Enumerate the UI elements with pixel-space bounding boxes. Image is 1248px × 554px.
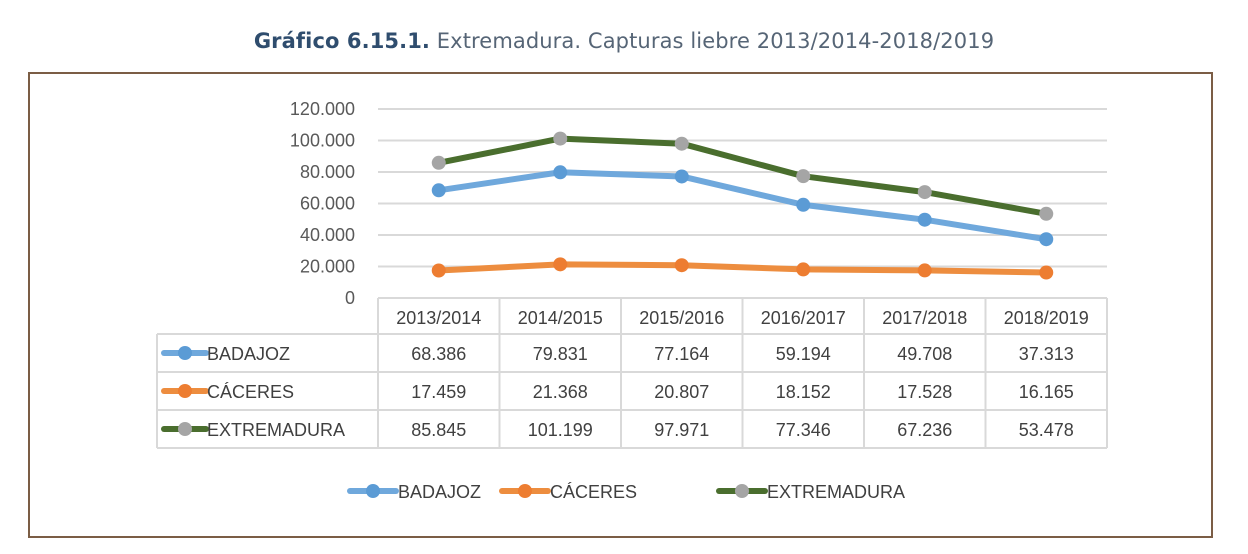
data-point	[796, 197, 811, 212]
chart-frame	[28, 72, 1213, 538]
data-point	[431, 183, 446, 198]
chart-title-text: Extremadura. Capturas liebre 2013/2014-2…	[436, 29, 995, 53]
data-point	[917, 185, 932, 200]
data-point	[1039, 206, 1054, 221]
legend-marker	[366, 484, 380, 498]
data-point	[553, 131, 568, 146]
x-category-label: 2016/2017	[761, 308, 846, 328]
y-tick-label: 40.000	[300, 225, 355, 245]
data-point	[674, 169, 689, 184]
legend: BADAJOZ CÁCERES EXTREMADURA	[347, 482, 905, 502]
legend-label: CÁCERES	[550, 482, 637, 502]
series-markers	[431, 131, 1054, 280]
data-point	[431, 263, 446, 278]
y-tick-label: 120.000	[290, 99, 355, 119]
x-category-label: 2014/2015	[518, 308, 603, 328]
legend-marker	[735, 484, 749, 498]
table-cell: 67.236	[897, 420, 952, 440]
row-legend-marker	[178, 422, 192, 436]
y-axis-ticks: 0 20.000 40.000 60.000 80.000 100.000 120.000	[290, 99, 355, 308]
data-table: 2013/2014 2014/2015 2015/2016 2016/2017 2017…	[156, 297, 1108, 449]
series-line-cáceres	[435, 261, 1050, 276]
y-tick-label: 20.000	[300, 257, 355, 277]
table-cell: 16.165	[1019, 382, 1074, 402]
table-cell: 20.807	[654, 382, 709, 402]
data-point	[796, 169, 811, 184]
y-tick-label: 80.000	[300, 162, 355, 182]
x-category-label: 2018/2019	[1004, 308, 1089, 328]
legend-marker	[518, 484, 532, 498]
row-legend-marker	[178, 346, 192, 360]
table-cell: 77.164	[654, 344, 709, 364]
row-legend-marker	[178, 384, 192, 398]
data-point	[674, 136, 689, 151]
y-tick-label: 0	[345, 288, 355, 308]
chart-title: Gráfico 6.15.1. Extremadura. Capturas li…	[0, 29, 1248, 53]
table-cell: 49.708	[897, 344, 952, 364]
table-cell: 18.152	[776, 382, 831, 402]
data-point	[1039, 265, 1054, 280]
table-cell: 21.368	[533, 382, 588, 402]
table-cell: 53.478	[1019, 420, 1074, 440]
table-cell: 101.199	[528, 420, 593, 440]
data-point	[553, 165, 568, 180]
table-cell: 77.346	[776, 420, 831, 440]
table-cell: 17.459	[411, 382, 466, 402]
row-series-label: BADAJOZ	[207, 344, 290, 364]
table-cell: 37.313	[1019, 344, 1074, 364]
row-series-label: CÁCERES	[207, 382, 294, 402]
y-tick-label: 60.000	[300, 194, 355, 214]
chart-title-number: Gráfico 6.15.1.	[253, 29, 431, 53]
table-cell: 68.386	[411, 344, 466, 364]
x-category-label: 2017/2018	[882, 308, 967, 328]
table-cell: 97.971	[654, 420, 709, 440]
series-line-badajoz	[435, 169, 1050, 243]
x-category-label: 2013/2014	[396, 308, 481, 328]
data-point	[431, 155, 446, 170]
row-series-label: EXTREMADURA	[207, 420, 345, 440]
series-lines	[435, 135, 1050, 276]
table-cell: 17.528	[897, 382, 952, 402]
data-point	[674, 258, 689, 273]
table-cell: 85.845	[411, 420, 466, 440]
y-tick-label: 100.000	[290, 131, 355, 151]
table-cell: 59.194	[776, 344, 831, 364]
data-point	[1039, 232, 1054, 247]
legend-label: BADAJOZ	[398, 482, 481, 502]
data-point	[917, 263, 932, 278]
data-point	[917, 212, 932, 227]
table-cell: 79.831	[533, 344, 588, 364]
data-point	[796, 262, 811, 277]
legend-label: EXTREMADURA	[767, 482, 905, 502]
series-line-extremadura	[435, 135, 1050, 217]
data-point	[553, 257, 568, 272]
x-category-label: 2015/2016	[639, 308, 724, 328]
